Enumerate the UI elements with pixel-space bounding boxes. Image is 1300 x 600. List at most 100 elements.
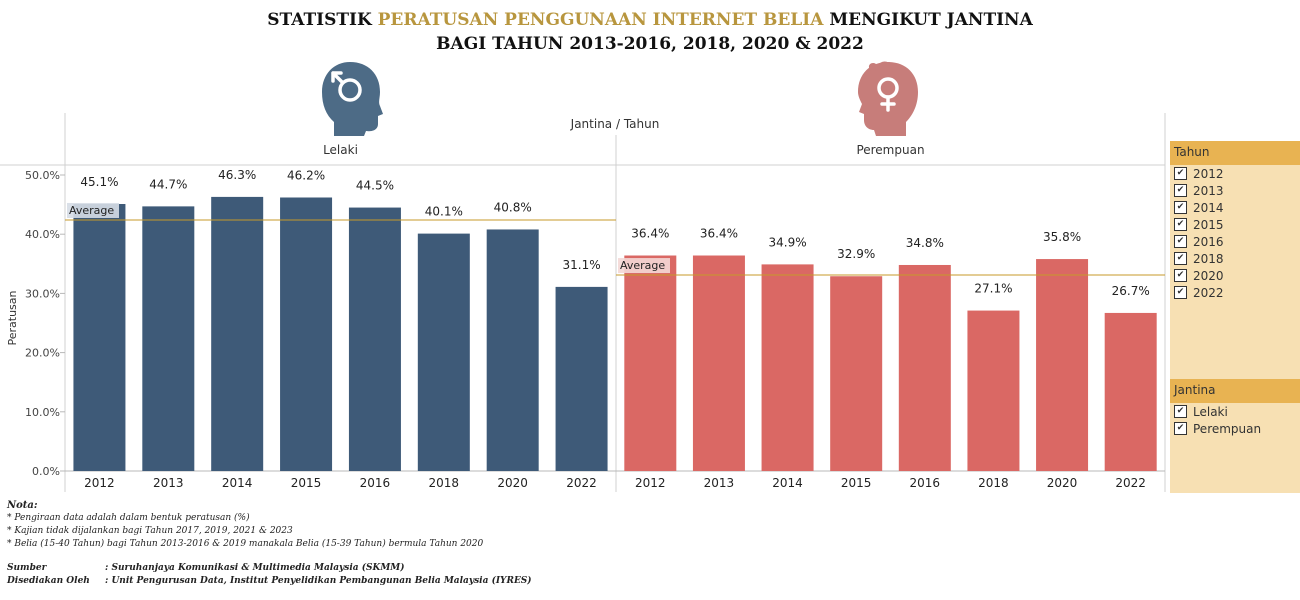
panel-header-perempuan: Perempuan [856, 143, 924, 157]
bar-perempuan-2014 [761, 264, 814, 471]
y-tick-label: 50.0% [25, 169, 60, 182]
x-tick-label: 2015 [291, 476, 322, 490]
data-label: 34.9% [769, 235, 807, 249]
tahun-filter-item-2016[interactable]: ✔ 2016 [1170, 233, 1300, 250]
bar-perempuan-2015 [830, 276, 883, 471]
jantina-filter-item-perempuan[interactable]: ✔ Perempuan [1170, 420, 1300, 437]
notes-title: Nota: [7, 500, 38, 511]
jantina-filter-label: Perempuan [1193, 421, 1262, 436]
x-tick-label: 2014 [772, 476, 803, 490]
panel-header-lelaki: Lelaki [323, 143, 358, 157]
y-tick-label: 40.0% [25, 228, 60, 241]
bar-chart: Jantina / Tahun Peratusan 0.0% 10.0% 20.0% 30… [0, 61, 1166, 492]
average-label: Average [69, 204, 114, 217]
data-label: 27.1% [974, 282, 1012, 296]
title-part-1: STATISTIK [267, 10, 378, 30]
bar-lelaki-2014 [211, 196, 264, 472]
x-tick-label: 2013 [153, 476, 184, 490]
checkbox-checked-icon[interactable]: ✔ [1174, 286, 1187, 299]
x-tick-label: 2018 [978, 476, 1009, 490]
tahun-filter-item-2015[interactable]: ✔ 2015 [1170, 216, 1300, 233]
x-tick-label: 2020 [497, 476, 528, 490]
y-tick-label: 10.0% [25, 406, 60, 419]
tahun-filter-label: 2016 [1193, 234, 1224, 249]
tahun-filter-item-2014[interactable]: ✔ 2014 [1170, 199, 1300, 216]
bar-lelaki-2020 [486, 229, 539, 471]
chart-title: STATISTIK PERATUSAN PENGGUNAAN INTERNET … [0, 8, 1300, 56]
note-line: * Belia (15-40 Tahun) bagi Tahun 2013-20… [7, 539, 484, 549]
title-highlight: PERATUSAN PENGGUNAAN INTERNET BELIA [377, 10, 824, 30]
tahun-filter-label: 2012 [1193, 166, 1224, 181]
x-tick-label: 2016 [910, 476, 941, 490]
column-header: Jantina / Tahun [570, 117, 660, 131]
tahun-filter-item-2012[interactable]: ✔ 2012 [1170, 165, 1300, 182]
bar-perempuan-2018 [967, 310, 1020, 471]
x-tick-label: 2015 [841, 476, 872, 490]
notes-block: Nota: * Pengiraan data adalah dalam bent… [7, 500, 483, 551]
tahun-filter-label: 2014 [1193, 200, 1224, 215]
female-head-icon [858, 61, 918, 136]
x-tick-label: 2013 [704, 476, 735, 490]
bar-lelaki-2022 [555, 286, 608, 471]
data-label: 31.1% [563, 258, 601, 272]
prepared-by-value: : Unit Pengurusan Data, Institut Penyeli… [105, 576, 532, 586]
bar-lelaki-2012 [73, 204, 126, 471]
jantina-filter-item-lelaki[interactable]: ✔ Lelaki [1170, 403, 1300, 420]
jantina-filter-label: Lelaki [1193, 404, 1228, 419]
average-label: Average [620, 259, 665, 272]
data-label: 32.9% [837, 247, 875, 261]
tahun-filter-item-2013[interactable]: ✔ 2013 [1170, 182, 1300, 199]
data-label: 45.1% [80, 175, 118, 189]
data-label: 44.5% [356, 179, 394, 193]
checkbox-checked-icon[interactable]: ✔ [1174, 201, 1187, 214]
tahun-filter-label: 2013 [1193, 183, 1224, 198]
source-label: Sumber [7, 563, 47, 573]
y-tick-label: 30.0% [25, 287, 60, 300]
checkbox-checked-icon[interactable]: ✔ [1174, 252, 1187, 265]
checkbox-checked-icon[interactable]: ✔ [1174, 269, 1187, 282]
x-tick-label: 2016 [360, 476, 391, 490]
title-part-2: MENGIKUT JANTINA [823, 10, 1033, 30]
prepared-by-line: Disediakan Oleh : Unit Pengurusan Data, I… [7, 575, 532, 588]
y-axis-label: Peratusan [6, 290, 19, 345]
data-label: 36.4% [631, 227, 669, 241]
x-tick-label: 2018 [429, 476, 460, 490]
source-value: : Suruhanjaya Komunikasi & Multimedia Ma… [105, 563, 405, 573]
data-label: 40.1% [425, 205, 463, 219]
y-tick-label: 0.0% [32, 465, 60, 478]
tahun-filter-label: 2020 [1193, 268, 1224, 283]
data-label: 35.8% [1043, 230, 1081, 244]
bar-lelaki-2016 [348, 207, 401, 471]
jantina-filter-panel: Jantina ✔ Lelaki ✔ Perempuan [1170, 379, 1300, 493]
jantina-filter-title: Jantina [1170, 379, 1300, 403]
checkbox-checked-icon[interactable]: ✔ [1174, 218, 1187, 231]
x-tick-label: 2014 [222, 476, 253, 490]
jantina-filter-list: ✔ Lelaki ✔ Perempuan [1170, 403, 1300, 437]
tahun-filter-panel: Tahun ✔ 2012 ✔ 2013 ✔ 2014 ✔ 2015 ✔ 2016 ✔ 2018 ✔ 202… [1170, 141, 1300, 379]
tahun-filter-list: ✔ 2012 ✔ 2013 ✔ 2014 ✔ 2015 ✔ 2016 ✔ 2018 ✔ 2020 ✔ 2022 [1170, 165, 1300, 301]
average-label-background [67, 202, 119, 218]
tahun-filter-item-2018[interactable]: ✔ 2018 [1170, 250, 1300, 267]
tahun-filter-label: 2018 [1193, 251, 1224, 266]
y-tick-label: 20.0% [25, 347, 60, 360]
title-line-2: BAGI TAHUN 2013-2016, 2018, 2020 & 2022 [436, 34, 864, 54]
title-line-1: STATISTIK PERATUSAN PENGGUNAAN INTERNET … [0, 8, 1300, 32]
checkbox-checked-icon[interactable]: ✔ [1174, 167, 1187, 180]
x-tick-label: 2022 [1115, 476, 1146, 490]
prepared-by-label: Disediakan Oleh [7, 576, 90, 586]
x-tick-label: 2012 [84, 476, 115, 490]
average-label-background [618, 258, 670, 274]
checkbox-checked-icon[interactable]: ✔ [1174, 184, 1187, 197]
checkbox-checked-icon[interactable]: ✔ [1174, 422, 1187, 435]
tahun-filter-item-2022[interactable]: ✔ 2022 [1170, 284, 1300, 301]
tahun-filter-label: 2015 [1193, 217, 1224, 232]
note-line: * Kajian tidak dijalankan bagi Tahun 201… [7, 526, 293, 536]
x-tick-label: 2012 [635, 476, 666, 490]
tahun-filter-item-2020[interactable]: ✔ 2020 [1170, 267, 1300, 284]
checkbox-checked-icon[interactable]: ✔ [1174, 235, 1187, 248]
x-tick-label: 2020 [1047, 476, 1078, 490]
male-head-icon [322, 62, 383, 136]
bar-perempuan-2016 [898, 264, 951, 471]
data-label: 34.8% [906, 236, 944, 250]
checkbox-checked-icon[interactable]: ✔ [1174, 405, 1187, 418]
